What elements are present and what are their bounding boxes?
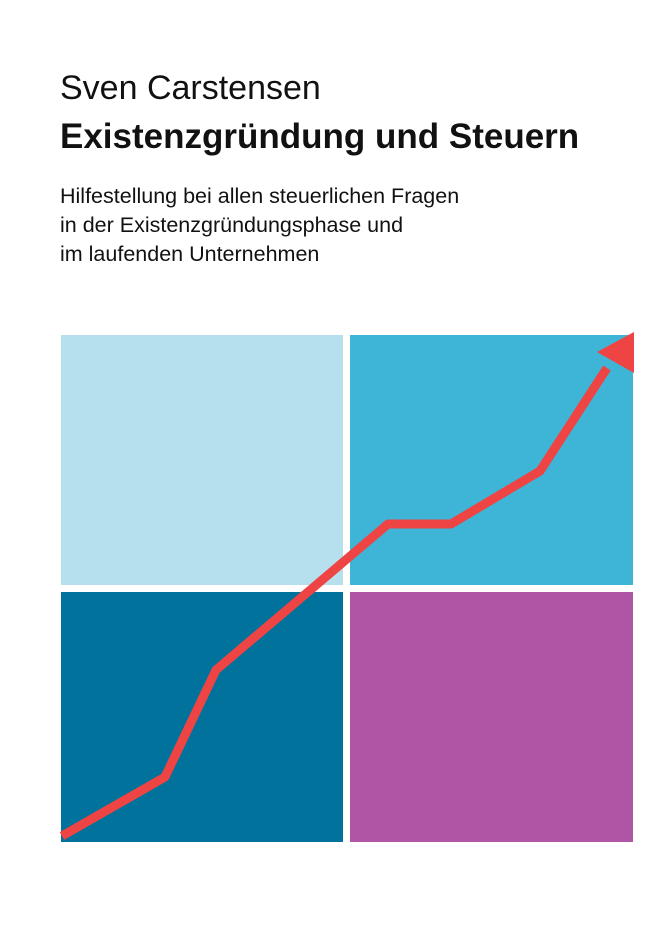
book-subtitle: Hilfestellung bei allen steuerlichen Fra…: [60, 182, 459, 269]
square-top-left: [61, 335, 343, 585]
author-name: Sven Carstensen: [60, 69, 321, 107]
trend-arrowhead: [597, 332, 634, 373]
subtitle-line-1: Hilfestellung bei allen steuerlichen Fra…: [60, 184, 460, 208]
subtitle-line-2: in der Existenzgründungsphase und: [60, 213, 404, 237]
square-top-right: [350, 335, 633, 585]
square-bottom-left: [61, 592, 343, 842]
subtitle-line-3: im laufenden Unternehmen: [60, 242, 320, 266]
square-bottom-right: [350, 592, 633, 842]
book-title: Existenzgründung und Steuern: [60, 117, 580, 156]
trend-line: [59, 365, 611, 840]
rising-trend-arrow-icon: [59, 332, 634, 840]
